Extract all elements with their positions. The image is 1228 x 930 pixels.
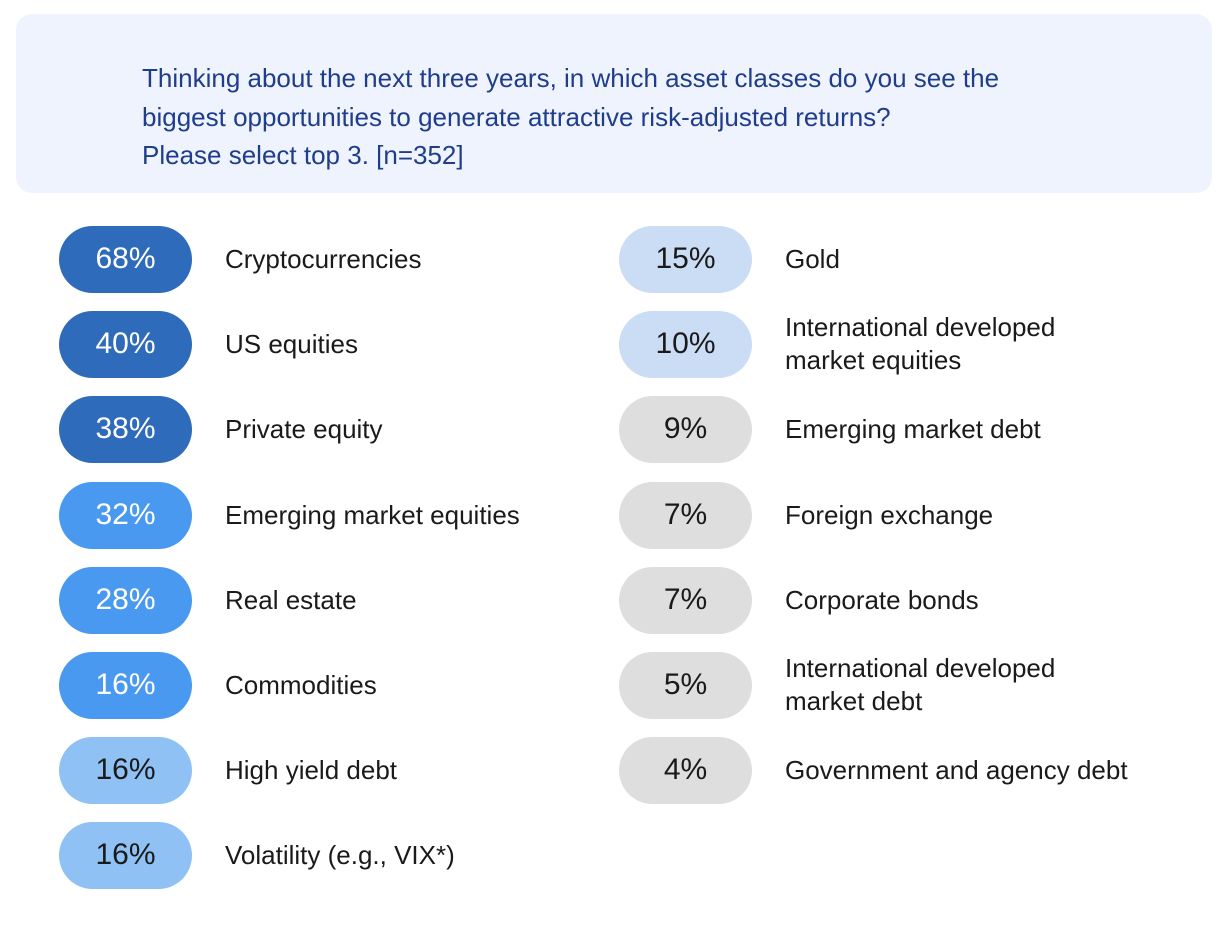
asset-class-label: US equities [225, 328, 358, 361]
asset-class-label: Gold [785, 243, 840, 276]
asset-class-label-line: International developed [785, 312, 1056, 342]
question-panel: Thinking about the next three years, in … [16, 14, 1212, 193]
percent-pill: 9% [619, 395, 752, 463]
asset-class-label-line: US equities [225, 328, 358, 359]
asset-class-label: High yield debt [225, 754, 397, 787]
asset-class-label: Volatility (e.g., VIX*) [225, 839, 455, 872]
asset-class-label: Emerging market equities [225, 499, 520, 532]
asset-class-label: Commodities [225, 669, 377, 702]
question-line-2: biggest opportunities to generate attrac… [142, 101, 891, 132]
percent-pill: 5% [619, 651, 752, 719]
chart-row: 7% Foreign exchange [619, 481, 993, 549]
asset-class-label: International developed market debt [785, 652, 1055, 718]
asset-class-label-line: Gold [785, 243, 840, 274]
chart-row: 16% Volatility (e.g., VIX*) [59, 821, 455, 889]
asset-class-label-line: market debt [785, 686, 923, 716]
asset-class-label-line: Emerging market equities [225, 499, 520, 530]
percent-pill: 16% [59, 821, 192, 889]
percent-pill: 28% [59, 566, 192, 634]
asset-class-label-line: Corporate bonds [785, 584, 979, 615]
percent-pill: 38% [59, 395, 192, 463]
asset-class-label-line: Cryptocurrencies [225, 243, 422, 274]
chart-row: 7% Corporate bonds [619, 566, 979, 634]
question-line-1: Thinking about the next three years, in … [142, 63, 1000, 93]
percent-pill: 4% [619, 736, 752, 804]
percent-pill: 7% [619, 566, 752, 634]
chart-row: 16% High yield debt [59, 736, 397, 804]
chart-row: 68% Cryptocurrencies [59, 225, 422, 293]
asset-class-label: Cryptocurrencies [225, 243, 422, 276]
asset-class-label-line: Private equity [225, 413, 383, 444]
asset-class-label-line: Volatility (e.g., VIX*) [225, 839, 455, 870]
chart-row: 15% Gold [619, 225, 840, 293]
asset-class-label: Emerging market debt [785, 413, 1041, 446]
percent-pill: 32% [59, 481, 192, 549]
percent-pill: 68% [59, 225, 192, 293]
asset-class-label-line: International developed [785, 653, 1056, 683]
asset-class-label-line: High yield debt [225, 754, 397, 785]
asset-class-label: Private equity [225, 413, 383, 446]
asset-class-label: Foreign exchange [785, 499, 993, 532]
asset-class-label: International developed market equities [785, 311, 1055, 377]
asset-class-label: Corporate bonds [785, 584, 979, 617]
asset-class-label-line: market equities [785, 345, 962, 375]
asset-class-label-line: Emerging market debt [785, 413, 1041, 444]
chart-row: 40% US equities [59, 310, 358, 378]
percent-pill: 7% [619, 481, 752, 549]
asset-class-label: Government and agency debt [785, 754, 1128, 787]
question-line-3: Please select top 3. [n=352] [142, 140, 464, 170]
percent-pill: 10% [619, 310, 752, 378]
percent-pill: 16% [59, 651, 192, 719]
percent-pill: 15% [619, 225, 752, 293]
chart-row: 10% International developed market equitie… [619, 310, 1055, 378]
chart-row: 9% Emerging market debt [619, 395, 1041, 463]
asset-class-label-line: Government and agency debt [785, 754, 1128, 785]
question-text: Thinking about the next three years, in … [142, 59, 1202, 175]
chart-row: 4% Government and agency debt [619, 736, 1128, 804]
chart-row: 32% Emerging market equities [59, 481, 520, 549]
chart-row: 16% Commodities [59, 651, 377, 719]
chart-row: 38% Private equity [59, 395, 383, 463]
asset-class-label: Real estate [225, 584, 357, 617]
percent-pill: 40% [59, 310, 192, 378]
asset-class-label-line: Real estate [225, 584, 357, 615]
asset-class-label-line: Commodities [225, 669, 377, 700]
percent-pill: 16% [59, 736, 192, 804]
chart-row: 28% Real estate [59, 566, 357, 634]
chart-row: 5% International developed market debt [619, 651, 1055, 719]
asset-class-label-line: Foreign exchange [785, 499, 994, 530]
